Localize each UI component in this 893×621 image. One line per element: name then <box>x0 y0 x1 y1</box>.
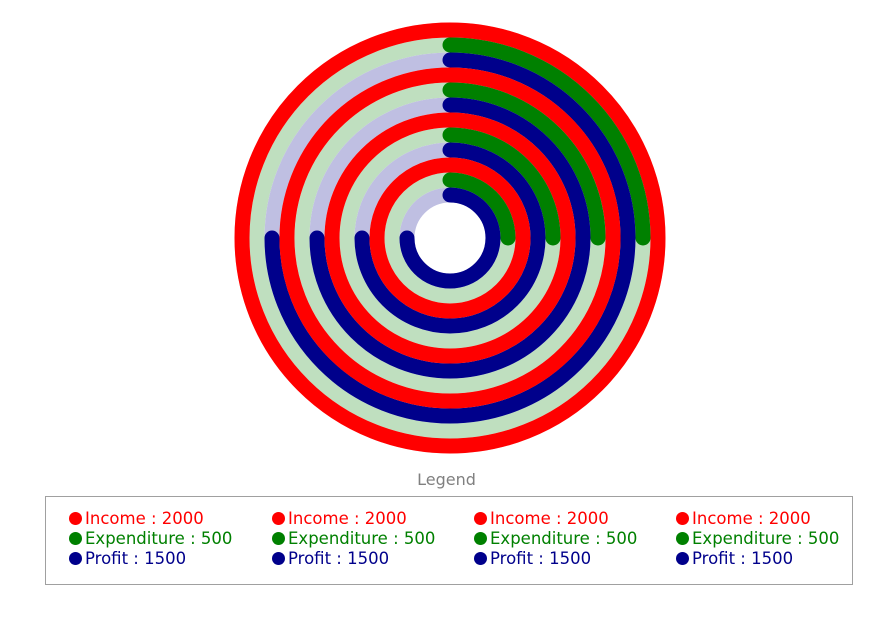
legend-marker-icon <box>272 511 285 525</box>
radial-bar-chart <box>234 22 666 454</box>
bar-expenditure-group-2[interactable] <box>442 82 606 246</box>
bar-expenditure-group-3[interactable] <box>442 127 561 246</box>
legend-marker-icon <box>69 551 82 565</box>
legend-group-4: Income : 2000 Expenditure : 500 Profit : 1… <box>676 508 839 568</box>
legend-marker-icon <box>676 551 689 565</box>
legend: Income : 2000 Expenditure : 500 Profit : 1… <box>45 496 853 585</box>
legend-marker-icon <box>474 531 487 545</box>
legend-label: Expenditure : 500 <box>85 528 233 548</box>
legend-marker-icon <box>676 511 689 525</box>
legend-label: Expenditure : 500 <box>288 528 436 548</box>
legend-group-1: Income : 2000 Expenditure : 500 Profit : 1… <box>69 508 232 568</box>
bar-profit-group-1[interactable] <box>264 52 636 424</box>
legend-group-3: Income : 2000 Expenditure : 500 Profit : 1… <box>474 508 637 568</box>
legend-entry[interactable]: Expenditure : 500 <box>272 528 435 548</box>
legend-title: Legend <box>417 470 476 489</box>
bar-income-group-3[interactable] <box>324 112 576 364</box>
bar-income-group-1[interactable] <box>234 22 666 454</box>
legend-entry[interactable]: Income : 2000 <box>272 508 435 528</box>
legend-marker-icon <box>474 511 487 525</box>
legend-label: Expenditure : 500 <box>692 528 840 548</box>
legend-entry[interactable]: Expenditure : 500 <box>676 528 839 548</box>
legend-label: Profit : 1500 <box>288 548 390 568</box>
bar-income-group-4[interactable] <box>369 157 531 319</box>
legend-entry[interactable]: Profit : 1500 <box>676 548 839 568</box>
legend-entry[interactable]: Expenditure : 500 <box>69 528 232 548</box>
legend-entry[interactable]: Profit : 1500 <box>272 548 435 568</box>
legend-entry[interactable]: Income : 2000 <box>474 508 637 528</box>
legend-marker-icon <box>69 511 82 525</box>
legend-marker-icon <box>272 531 285 545</box>
legend-label: Income : 2000 <box>692 508 811 528</box>
legend-label: Profit : 1500 <box>85 548 187 568</box>
legend-group-2: Income : 2000 Expenditure : 500 Profit : 1… <box>272 508 435 568</box>
legend-label: Expenditure : 500 <box>490 528 638 548</box>
legend-marker-icon <box>474 551 487 565</box>
legend-label: Income : 2000 <box>490 508 609 528</box>
bar-expenditure-group-1[interactable] <box>442 37 651 246</box>
legend-label: Profit : 1500 <box>692 548 794 568</box>
legend-marker-icon <box>69 531 82 545</box>
legend-entry[interactable]: Profit : 1500 <box>69 548 232 568</box>
legend-marker-icon <box>272 551 285 565</box>
legend-entry[interactable]: Income : 2000 <box>676 508 839 528</box>
bar-profit-group-4[interactable] <box>399 187 501 289</box>
bar-profit-group-2[interactable] <box>309 97 591 379</box>
legend-label: Income : 2000 <box>288 508 407 528</box>
legend-label: Profit : 1500 <box>490 548 592 568</box>
legend-marker-icon <box>676 531 689 545</box>
legend-label: Income : 2000 <box>85 508 204 528</box>
legend-entry[interactable]: Income : 2000 <box>69 508 232 528</box>
legend-entry[interactable]: Expenditure : 500 <box>474 528 637 548</box>
bar-income-group-2[interactable] <box>279 67 621 409</box>
bar-expenditure-group-4[interactable] <box>442 172 516 246</box>
radial-bars <box>234 22 666 454</box>
bar-profit-group-3[interactable] <box>354 142 546 334</box>
legend-entry[interactable]: Profit : 1500 <box>474 548 637 568</box>
